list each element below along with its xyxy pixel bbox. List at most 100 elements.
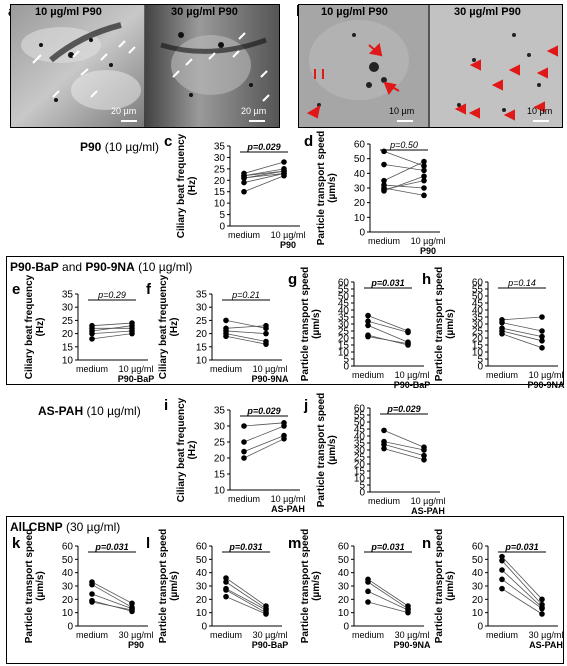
y-tick-label: 15 <box>62 342 74 353</box>
y-tick-label: 30 <box>62 582 74 593</box>
y-tick-label: 20 <box>196 595 208 606</box>
p-value-label: p=0.029 <box>246 142 280 152</box>
data-point-treated <box>129 320 135 326</box>
chart-f: f Ciliary beat frequency (Hz) 10 15 20 25 30 35 m… <box>146 274 289 384</box>
data-point-treated <box>539 345 545 351</box>
y-tick-label: 40 <box>338 568 350 579</box>
y-tick-label: 30 <box>472 582 484 593</box>
y-tick-label: 0 <box>359 228 365 239</box>
pair-line <box>225 596 267 615</box>
micrograph-a: 10 µg/ml P90 30 µg/ml P90 20 µm 20 µm <box>10 4 280 128</box>
x-tick-label-dose: 10 µg/ml <box>119 364 154 374</box>
y-tick-label: 20 <box>62 329 74 340</box>
data-point-medium <box>241 179 247 186</box>
y-tick-label: 5 <box>219 210 225 221</box>
y-tick-label: 35 <box>338 313 350 324</box>
pair-line <box>383 180 425 190</box>
pair-line <box>383 441 425 451</box>
chart-l: l Particle transport speed (µm/s) 0 10 20 30 40… <box>146 529 288 650</box>
section-box-p90-bap-9na <box>6 256 564 385</box>
y-tick-label: 10 <box>196 608 208 619</box>
pair-line <box>243 175 285 193</box>
y-tick-label: 60 <box>472 542 484 553</box>
y-tick-label: 20 <box>214 454 226 465</box>
pair-line <box>91 584 133 608</box>
y-tick-label: 0 <box>67 622 73 633</box>
y-axis-label: Particle transport speed <box>158 529 169 643</box>
y-tick-label: 60 <box>338 542 350 553</box>
x-tick-label-dose: 30 µg/ml <box>529 630 564 640</box>
data-point-treated <box>539 605 545 612</box>
y-tick-label: 40 <box>62 568 74 579</box>
y-axis-unit: (µm/s) <box>445 309 456 339</box>
scale-bar-label: 20 µm <box>111 106 137 116</box>
pair-line <box>501 588 543 615</box>
y-axis-unit: (µm/s) <box>311 309 322 339</box>
data-point-medium <box>241 188 247 195</box>
y-axis-unit: (µm/s) <box>169 571 180 601</box>
p-value-label: p=0.031 <box>370 278 404 288</box>
x-tick-label-dose: 10 µg/ml <box>395 370 430 380</box>
y-tick-label: 60 <box>354 140 366 151</box>
y-tick-label: 50 <box>472 555 484 566</box>
pair-line <box>225 577 267 607</box>
pair-line <box>91 581 133 604</box>
data-point-medium <box>499 557 505 564</box>
y-axis-label: Particle transport speed <box>316 393 327 507</box>
y-tick-label: 60 <box>472 278 484 289</box>
y-tick-label: 35 <box>62 290 74 301</box>
data-point-medium <box>365 333 371 340</box>
chart-c: c Ciliary beat frequency (Hz) 0510152025303… <box>164 133 305 250</box>
data-point-medium <box>381 188 387 194</box>
y-tick-label: 30 <box>196 582 208 593</box>
y-tick-label: 10 <box>62 356 74 367</box>
scale-bar-label: 10 µm <box>527 106 553 116</box>
section-title-rest: (30 µg/ml) <box>62 520 121 534</box>
pair-line <box>383 184 425 189</box>
micrograph-b: 10 µg/ml P90 30 µg/ml P90 10 µm 10 µm <box>298 4 563 128</box>
x-group-label: P90-BaP <box>118 374 155 384</box>
x-tick-label-medium: medium <box>76 630 108 640</box>
y-tick-label: 20 <box>338 595 350 606</box>
x-tick-label-medium: medium <box>228 230 260 240</box>
data-point-treated <box>539 314 545 320</box>
data-point-medium <box>89 599 95 605</box>
panel-letter-f: f <box>146 281 152 298</box>
pair-line <box>367 581 409 609</box>
data-point-medium <box>241 170 247 177</box>
y-tick-label: 10 <box>196 356 208 367</box>
y-tick-label: 20 <box>338 334 350 345</box>
data-point-medium <box>241 448 247 455</box>
data-point-treated <box>281 436 287 442</box>
data-point-medium <box>89 322 95 329</box>
section-title-mid: and <box>58 260 86 274</box>
y-tick-label: 60 <box>354 404 366 415</box>
x-tick-label-dose: 30 µg/ml <box>253 630 288 640</box>
data-point-treated <box>539 338 545 344</box>
p-value-label: p=0.031 <box>504 542 538 552</box>
pair-line <box>367 590 409 611</box>
y-tick-label: 5 <box>359 481 365 492</box>
chart-i: i Ciliary beat frequency (Hz) 10 15 20 25 30 35 m… <box>164 397 305 514</box>
y-tick-label: 20 <box>62 595 74 606</box>
x-tick-label-medium: medium <box>228 494 260 504</box>
y-tick-label: 20 <box>472 595 484 606</box>
y-tick-label: 35 <box>196 290 208 301</box>
data-point-medium <box>499 585 505 592</box>
pair-line <box>501 556 543 600</box>
micrograph-a-image <box>11 5 279 127</box>
y-tick-label: 30 <box>214 153 226 164</box>
pair-line <box>225 589 267 614</box>
data-point-treated <box>421 163 427 169</box>
panel-letter-c: c <box>164 133 172 150</box>
pair-line <box>367 579 409 607</box>
pair-line <box>501 333 543 349</box>
x-tick-label-medium: medium <box>486 370 518 380</box>
y-tick-label: 50 <box>338 292 350 303</box>
panel-letter-e: e <box>12 281 20 298</box>
pair-line <box>367 336 409 344</box>
y-tick-label: 45 <box>338 299 350 310</box>
data-point-treated <box>263 322 269 329</box>
section-title-rest: (10 µg/ml) <box>101 140 159 154</box>
data-point-treated <box>129 325 135 332</box>
